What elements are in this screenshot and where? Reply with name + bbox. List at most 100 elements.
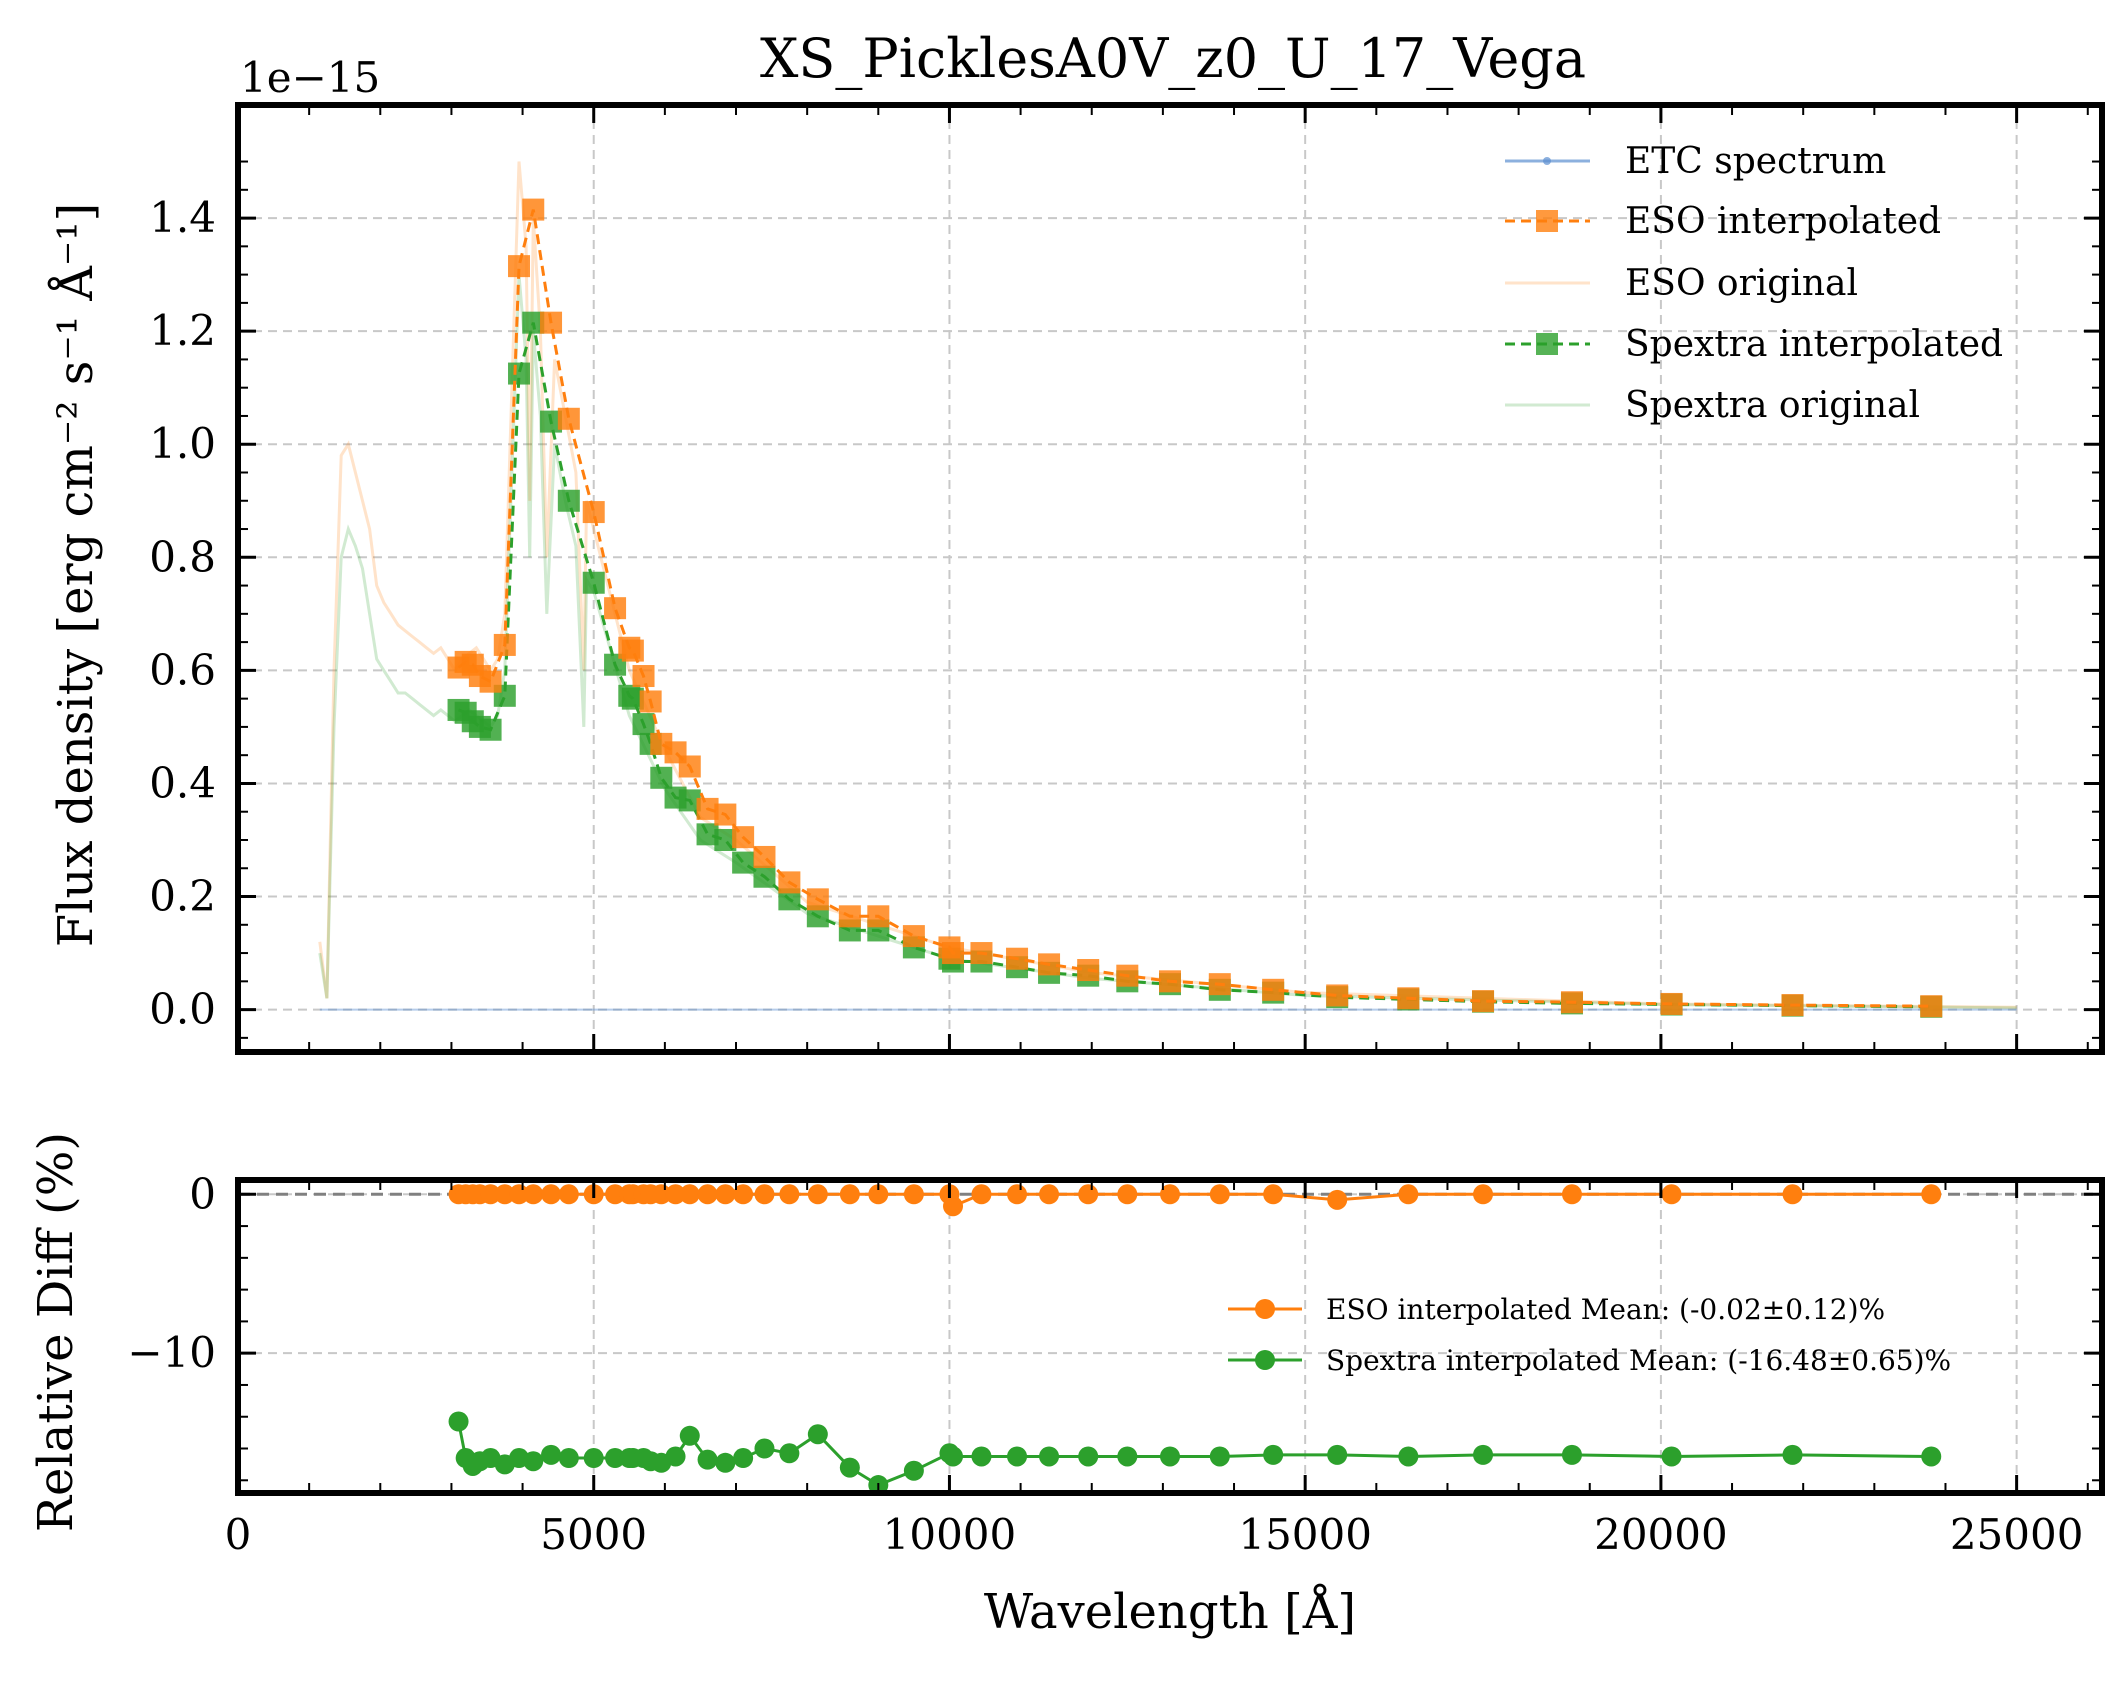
eso-interpolated-line (457, 209, 1932, 1008)
eso-diff-series (448, 1184, 1942, 1217)
legend-etc-marker (1543, 157, 1551, 165)
spextra-diff-point (1921, 1446, 1942, 1467)
spextra-interpolated-point (778, 888, 801, 911)
spextra-diff-point (779, 1443, 800, 1464)
spextra-interpolated-point (604, 653, 627, 676)
eso-interpolated-point (838, 905, 861, 928)
spextra-diff-point (943, 1446, 964, 1467)
top-ytick-label-2: 0.4 (149, 758, 216, 807)
eso-interpolated-point (540, 311, 563, 334)
legend-eso-diff-label: ESO interpolated Mean: (-0.02±0.12)% (1326, 1293, 1885, 1326)
spextra-diff-point (679, 1425, 700, 1446)
eso-interpolated-point (621, 639, 644, 662)
bottom-xtick-label-5: 25000 (1950, 1510, 2084, 1559)
eso-interpolated-point (806, 888, 829, 911)
top-ytick-label-3: 0.6 (149, 645, 216, 694)
eso-diff-point (651, 1184, 672, 1205)
legend-item-etc: ETC spectrum (1505, 141, 1886, 182)
spextra-diff-point (1263, 1444, 1284, 1465)
legend-spextra-orig-label: Spextra original (1625, 385, 1920, 426)
spextra-diff-point (558, 1448, 579, 1469)
legend-spextra-diff-marker (1255, 1350, 1275, 1370)
bottom-xtick-label-3: 15000 (1238, 1510, 1372, 1559)
bottom-y-axis-label: Relative Diff (%) (28, 1132, 84, 1532)
eso-diff-point (1160, 1184, 1180, 1205)
bottom-panel: −10 0 0 5000 10000 15000 20000 25000 Relative D… (28, 1132, 2105, 1640)
spextra-interpolated-point (508, 362, 531, 385)
bottom-plot-frame (235, 1177, 2105, 1496)
eso-interpolated-point (479, 670, 502, 693)
bottom-xtick-label-4: 20000 (1594, 1510, 1728, 1559)
eso-interpolated-point (1038, 953, 1061, 976)
eso-diff-point (754, 1184, 775, 1205)
top-gridlines (238, 105, 2102, 1052)
eso-diff-point (494, 1184, 515, 1205)
eso-interpolated-point (1560, 991, 1583, 1014)
spextra-diff-point (523, 1451, 544, 1472)
spextra-diff-point (583, 1448, 604, 1469)
eso-interpolated-point (696, 797, 719, 820)
spextra-diff-point (1561, 1444, 1582, 1465)
eso-interpolated-point (1920, 995, 1943, 1018)
eso-interpolated-point (970, 942, 993, 965)
eso-diff-point (665, 1184, 686, 1205)
bottom-xtick-label-1: 5000 (540, 1510, 647, 1559)
legend-spextra-interp-label: Spextra interpolated (1625, 324, 2003, 365)
eso-interpolated-point (678, 755, 701, 778)
spextra-diff-point (448, 1411, 469, 1432)
eso-interpolated-point (942, 942, 965, 965)
legend-spextra-diff-label: Spextra interpolated Mean: (-16.48±0.65)… (1326, 1344, 1951, 1377)
eso-interpolated-point (1262, 978, 1285, 1001)
eso-diff-point (807, 1184, 828, 1205)
eso-diff-point (1263, 1184, 1284, 1205)
y-offset-text: 1e−15 (240, 53, 380, 102)
top-legend: ETC spectrum ESO interpolated ESO origin… (1505, 141, 2003, 426)
legend-spextra-interp-marker (1536, 333, 1558, 355)
top-ytick-label-4: 0.8 (149, 532, 216, 581)
eso-interpolated-point (902, 925, 925, 948)
eso-interpolated-point (632, 665, 655, 688)
eso-diff-point (1661, 1184, 1682, 1205)
legend-item-eso-original: ESO original (1505, 263, 1858, 304)
legend-eso-interp-marker (1536, 210, 1558, 232)
legend-item-spextra-diff: Spextra interpolated Mean: (-16.48±0.65)… (1228, 1344, 1951, 1377)
spextra-interpolated-point (732, 851, 755, 874)
spextra-diff-point (605, 1448, 626, 1469)
spextra-interpolated-point (479, 718, 502, 741)
spextra-diff-point (715, 1452, 736, 1473)
eso-diff-point (1561, 1184, 1582, 1205)
eso-diff-point (733, 1184, 754, 1205)
eso-diff-point (943, 1196, 964, 1217)
top-y-axis-label: Flux density [erg cm⁻² s⁻¹ Å⁻¹] (47, 203, 104, 947)
eso-interpolated-point (604, 597, 627, 620)
top-ytick-label-6: 1.2 (149, 306, 216, 355)
eso-diff-point (509, 1184, 530, 1205)
eso-diff-point (1117, 1184, 1138, 1205)
legend-eso-orig-label: ESO original (1625, 263, 1858, 304)
chart-title: XS_PicklesA0V_z0_U_17_Vega (760, 27, 1586, 90)
spextra-interpolated-point (540, 410, 563, 433)
top-ytick-label-7: 1.4 (149, 193, 216, 242)
eso-interpolated-point (582, 501, 605, 524)
eso-diff-point (715, 1184, 736, 1205)
eso-diff-point (1782, 1184, 1803, 1205)
eso-diff-point (1398, 1184, 1419, 1205)
spextra-diff-point (839, 1457, 860, 1478)
spextra-interpolated-point (632, 713, 655, 736)
spextra-diff-point (1398, 1446, 1419, 1467)
eso-interpolated-point (508, 255, 531, 278)
eso-interpolated-point (557, 407, 580, 430)
eso-interpolated-point (639, 690, 662, 713)
eso-diff-point (523, 1184, 544, 1205)
eso-diff-point (1209, 1184, 1230, 1205)
spextra-diff-point (903, 1460, 924, 1481)
spextra-diff-point (1782, 1444, 1803, 1465)
eso-diff-point (971, 1184, 992, 1205)
eso-diff-point (605, 1184, 626, 1205)
spextra-interpolated-point (557, 489, 580, 512)
spextra-diff-point (733, 1448, 754, 1469)
bottom-ytick-label-0: −10 (127, 1328, 216, 1377)
spextra-interpolated-point (678, 789, 701, 812)
legend-eso-diff-marker (1255, 1299, 1275, 1319)
eso-diff-point (903, 1184, 924, 1205)
